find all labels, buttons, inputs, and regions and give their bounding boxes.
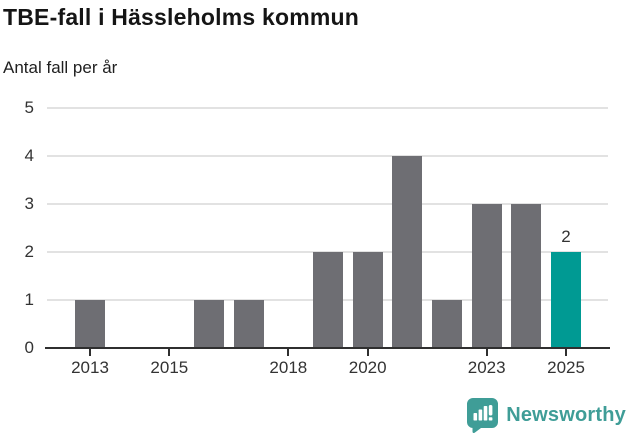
bar-2025 bbox=[551, 252, 582, 347]
x-axis-tick-2023 bbox=[485, 349, 488, 356]
y-axis-label-5: 5 bbox=[24, 98, 34, 117]
x-axis-tick-2013 bbox=[89, 349, 91, 356]
highlight-value-label: 2 bbox=[561, 227, 571, 246]
bar-2017 bbox=[233, 300, 264, 347]
chart-subtitle: Antal fall per år bbox=[3, 58, 118, 77]
y-axis-label-3: 3 bbox=[24, 194, 34, 213]
x-axis-label-2023: 2023 bbox=[467, 358, 506, 377]
x-axis-line bbox=[45, 347, 610, 349]
bar-2022 bbox=[432, 300, 463, 347]
gridline-4 bbox=[47, 155, 608, 157]
x-axis-label-2015: 2015 bbox=[150, 358, 189, 377]
x-axis-label-2025: 2025 bbox=[547, 358, 585, 377]
x-axis-tick-2015 bbox=[168, 349, 171, 356]
bar-2023 bbox=[471, 204, 502, 347]
bar-2020 bbox=[352, 252, 383, 347]
gridline-5 bbox=[47, 107, 608, 109]
page-title: TBE-fall i Hässleholms kommun bbox=[3, 4, 359, 30]
y-axis-label-0: 0 bbox=[24, 338, 34, 357]
y-axis-label-4: 4 bbox=[24, 146, 34, 165]
bar-2021 bbox=[392, 156, 423, 347]
bar-2024 bbox=[511, 204, 542, 347]
x-axis-label-2020: 2020 bbox=[348, 358, 387, 377]
x-axis-label-2018: 2018 bbox=[269, 358, 308, 377]
x-axis-tick-2025 bbox=[565, 349, 568, 356]
brand-footer: Newsworthy bbox=[467, 398, 626, 433]
y-axis-label-1: 1 bbox=[24, 290, 34, 309]
x-axis-label-2013: 2013 bbox=[71, 358, 109, 377]
x-axis-tick-2018 bbox=[287, 349, 290, 356]
brand-name: Newsworthy bbox=[506, 404, 626, 426]
bar-2016 bbox=[194, 300, 224, 347]
x-axis-tick-2020 bbox=[366, 349, 369, 356]
y-axis-label-2: 2 bbox=[24, 242, 34, 261]
gridline-3 bbox=[47, 203, 608, 205]
bar-2013 bbox=[75, 300, 105, 347]
bar-2019 bbox=[313, 252, 344, 347]
bar-chart-speech-bubble-icon bbox=[467, 398, 499, 433]
